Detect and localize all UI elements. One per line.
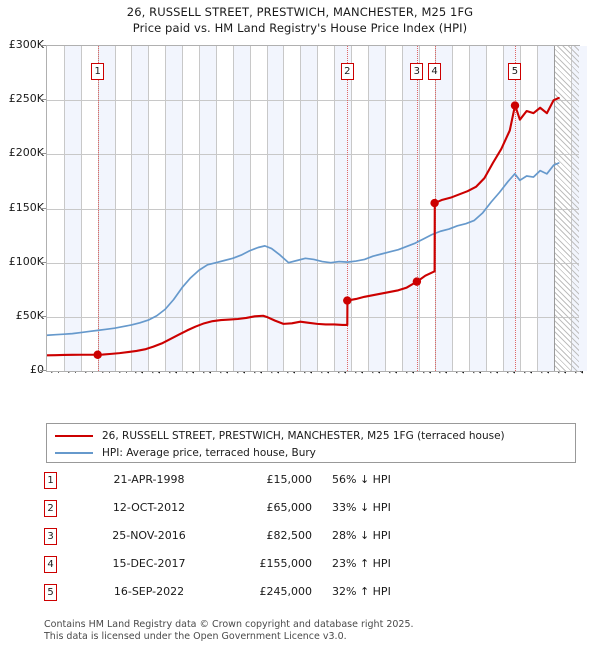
row-hpi-delta: 56% ↓ HPI	[332, 473, 391, 486]
row-price: £15,000	[266, 473, 313, 486]
legend-item-1: HPI: Average price, terraced house, Bury	[55, 444, 316, 462]
gridline-horizontal	[47, 100, 579, 102]
y-axis-tick	[40, 45, 46, 46]
row-price: £245,000	[259, 585, 313, 598]
table-row[interactable]: 4 15-DEC-2017 £155,000 23% ↑ HPI	[44, 554, 474, 582]
row-marker-badge: 1	[44, 472, 57, 489]
y-axis-tick	[40, 99, 46, 101]
attribution-footer: Contains HM Land Registry data © Crown c…	[44, 619, 584, 642]
table-row[interactable]: 5 16-SEP-2022 £245,000 32% ↑ HPI	[44, 582, 474, 610]
row-date: 12-OCT-2012	[112, 501, 186, 514]
y-axis-tick	[40, 370, 46, 371]
chart-legend: 26, RUSSELL STREET, PRESTWICH, MANCHESTE…	[46, 423, 576, 463]
series-line-hpi	[47, 162, 560, 337]
footer-line-1: Contains HM Land Registry data © Crown c…	[44, 619, 414, 630]
row-hpi-delta: 28% ↓ HPI	[332, 529, 391, 542]
marker-badge-5[interactable]: 5	[508, 63, 522, 80]
y-axis-tick	[40, 207, 46, 209]
row-marker-badge: 4	[44, 556, 57, 573]
transaction-point-3[interactable]	[412, 277, 422, 286]
row-price: £82,500	[266, 529, 313, 542]
y-axis-label: £100K	[8, 254, 44, 268]
row-hpi-delta: 32% ↑ HPI	[332, 585, 391, 598]
legend-swatch-hpi	[55, 452, 93, 454]
table-row[interactable]: 3 25-NOV-2016 £82,500 28% ↓ HPI	[44, 526, 474, 554]
y-axis-label: £0	[30, 363, 44, 376]
gridline-horizontal	[47, 208, 579, 210]
y-axis-label: £50K	[15, 308, 44, 322]
future-hatch-region	[553, 46, 579, 371]
table-row[interactable]: 1 21-APR-1998 £15,000 56% ↓ HPI	[44, 470, 474, 498]
row-marker-badge: 3	[44, 528, 57, 545]
row-hpi-delta: 23% ↑ HPI	[332, 557, 391, 570]
legend-label-hpi: HPI: Average price, terraced house, Bury	[102, 447, 316, 459]
marker-badge-4[interactable]: 4	[428, 63, 442, 80]
gridline-horizontal	[47, 154, 579, 156]
row-marker-badge: 2	[44, 500, 57, 517]
page-title: 26, RUSSELL STREET, PRESTWICH, MANCHESTE…	[126, 5, 474, 19]
legend-label-property: 26, RUSSELL STREET, PRESTWICH, MANCHESTE…	[102, 430, 505, 442]
y-axis-tick	[40, 315, 46, 317]
row-date: 21-APR-1998	[113, 473, 185, 486]
row-hpi-delta: 33% ↓ HPI	[332, 501, 391, 514]
y-axis-tick	[40, 261, 46, 263]
row-date: 25-NOV-2016	[112, 529, 186, 542]
marker-badge-2[interactable]: 2	[340, 63, 354, 80]
row-price: £65,000	[266, 501, 313, 514]
footer-line-2: This data is licensed under the Open Gov…	[44, 630, 347, 642]
y-axis-label: £300K	[8, 38, 44, 51]
legend-swatch-property	[55, 435, 93, 437]
series-lines	[47, 96, 560, 359]
transaction-line-5	[514, 46, 516, 371]
row-date: 16-SEP-2022	[113, 585, 185, 598]
y-axis-label: £250K	[8, 92, 44, 106]
gridline-horizontal	[47, 316, 579, 318]
legend-item-0: 26, RUSSELL STREET, PRESTWICH, MANCHESTE…	[55, 427, 505, 445]
transactions-table: 1 21-APR-1998 £15,000 56% ↓ HPI 2 12-OCT-2012…	[44, 470, 474, 610]
transaction-point-4[interactable]	[430, 198, 439, 208]
transaction-point-2[interactable]	[343, 296, 352, 305]
y-axis-label: £200K	[8, 146, 44, 160]
row-date: 15-DEC-2017	[112, 557, 186, 570]
row-marker-badge: 5	[44, 584, 57, 601]
chart-title-block: 26, RUSSELL STREET, PRESTWICH, MANCHESTE…	[0, 4, 600, 36]
transaction-point-5[interactable]	[510, 101, 520, 110]
future-region	[47, 46, 579, 371]
transaction-line-3	[416, 46, 418, 371]
page-subtitle: Price paid vs. HM Land Registry's House …	[132, 21, 468, 35]
transaction-point-1[interactable]	[93, 350, 102, 359]
horizontal-gridlines	[47, 46, 579, 371]
series-line-property	[47, 96, 560, 357]
marker-badge-1[interactable]: 1	[91, 63, 105, 80]
row-price: £155,000	[259, 557, 313, 570]
gridline-horizontal	[47, 262, 579, 264]
marker-badge-3[interactable]: 3	[410, 63, 424, 80]
transaction-line-2	[347, 46, 349, 371]
y-axis-tick	[40, 153, 46, 155]
y-axis-label: £150K	[8, 200, 44, 214]
table-row[interactable]: 2 12-OCT-2012 £65,000 33% ↓ HPI	[44, 498, 474, 526]
transaction-line-1	[97, 46, 99, 371]
